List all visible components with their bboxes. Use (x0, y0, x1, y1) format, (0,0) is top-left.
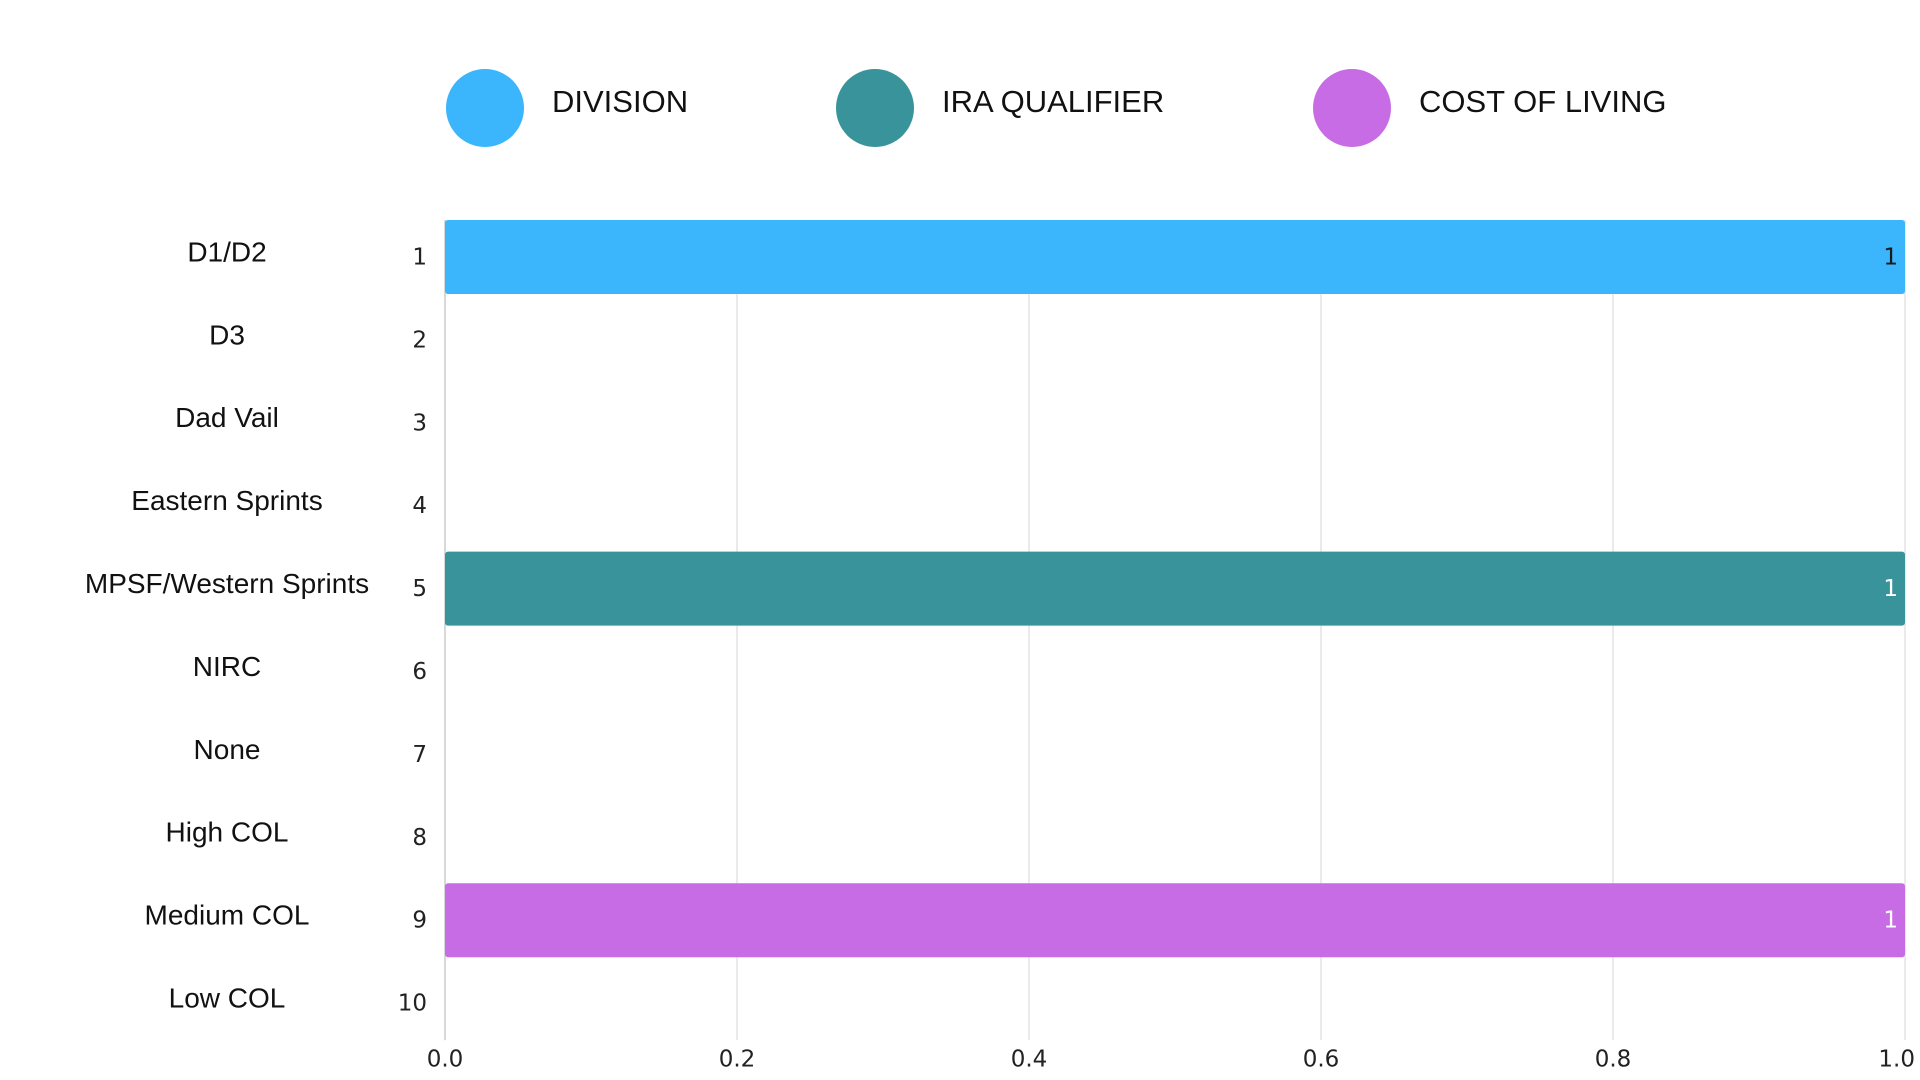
row-index-label-2: 2 (412, 327, 427, 353)
legend-label-cost-of-living: COST OF LIVING (1419, 84, 1666, 119)
x-tick-label-0: 0.0 (427, 1047, 464, 1073)
category-label-mpsf-western-sprints: MPSF/Western Sprints (85, 568, 369, 599)
category-label-eastern-sprints: Eastern Sprints (131, 485, 322, 516)
row-index-label-10: 10 (398, 991, 427, 1017)
category-label-dad-vail: Dad Vail (175, 402, 279, 433)
bars: 1 1 1 (445, 220, 1905, 958)
row-index-label-6: 6 (412, 659, 427, 685)
bar-value-label-medium-col: 1 (1883, 908, 1898, 934)
legend-label-ira-qualifier: IRA QUALIFIER (942, 84, 1164, 119)
category-label-none: None (194, 734, 261, 765)
bar-ira-qualifier-mpsf-western-sprints (445, 551, 1905, 626)
x-tick-label-5: 1.0 (1878, 1047, 1915, 1073)
row-index-label-5: 5 (412, 576, 427, 602)
category-label-d1-d2: D1/D2 (187, 236, 266, 267)
legend-marker-ira-qualifier (836, 69, 914, 147)
row-index-labels: 1 2 3 4 5 6 7 8 9 10 (398, 245, 427, 1017)
category-label-low-col: Low COL (169, 982, 286, 1013)
x-tick-label-1: 0.2 (719, 1047, 756, 1073)
row-index-label-3: 3 (412, 410, 427, 436)
bar-value-label-d1-d2: 1 (1883, 245, 1898, 271)
legend-marker-division (446, 69, 524, 147)
row-index-label-9: 9 (412, 908, 427, 934)
legend-marker-cost-of-living (1313, 69, 1391, 147)
grid-lines (444, 220, 1906, 1041)
category-labels: D1/D2 D3 Dad Vail Eastern Sprints MPSF/Weste… (85, 236, 369, 1013)
x-axis-ticks: 0.0 0.2 0.4 0.6 0.8 1.0 (427, 1047, 1915, 1073)
legend-label-division: DIVISION (552, 84, 688, 119)
bar-value-label-mpsf-western-sprints: 1 (1883, 576, 1898, 602)
row-index-label-8: 8 (412, 825, 427, 851)
x-tick-label-2: 0.4 (1011, 1047, 1048, 1073)
category-label-medium-col: Medium COL (145, 900, 310, 931)
category-label-d3: D3 (209, 319, 245, 350)
row-index-label-7: 7 (412, 742, 427, 768)
category-label-nirc: NIRC (193, 651, 261, 682)
row-index-label-1: 1 (412, 245, 427, 271)
x-tick-label-4: 0.8 (1595, 1047, 1632, 1073)
category-label-high-col: High COL (166, 817, 289, 848)
legend: DIVISION IRA QUALIFIER COST OF LIVING (446, 69, 1666, 147)
bar-division-d1-d2 (445, 220, 1905, 294)
row-index-label-4: 4 (412, 493, 427, 519)
x-tick-label-3: 0.6 (1303, 1047, 1340, 1073)
bar-cost-of-living-medium-col (445, 883, 1905, 958)
